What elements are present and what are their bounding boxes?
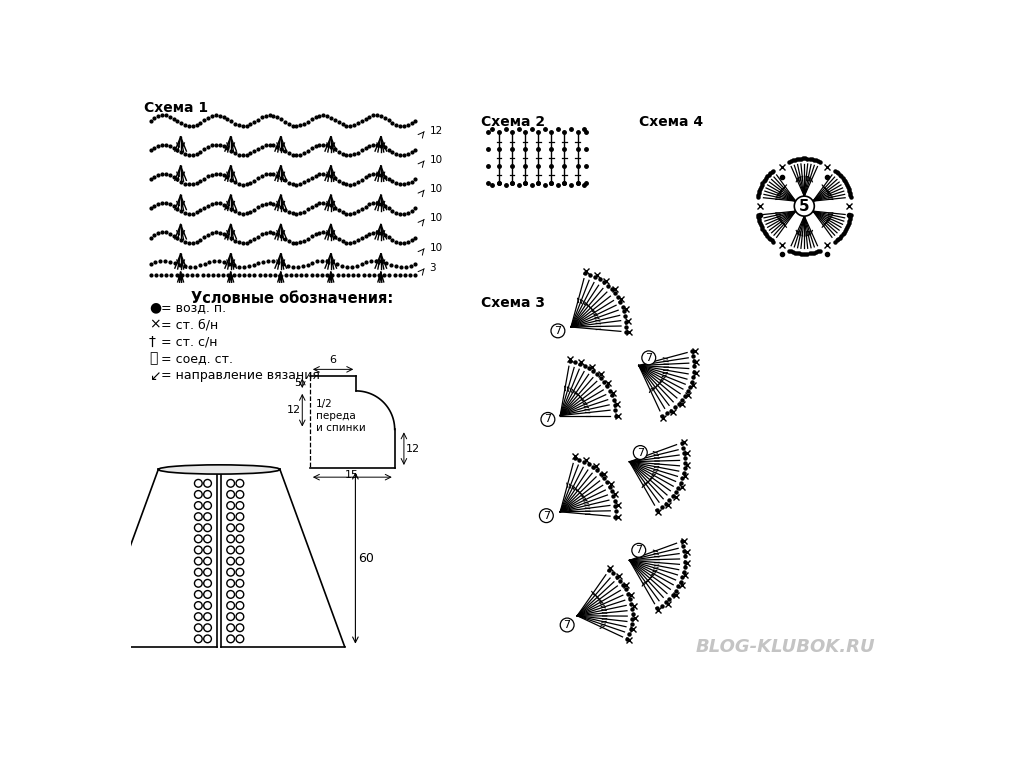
Circle shape bbox=[632, 544, 646, 558]
Text: 7: 7 bbox=[635, 545, 642, 555]
Circle shape bbox=[560, 618, 574, 632]
Text: = ст. б/н: = ст. б/н bbox=[162, 318, 218, 331]
Text: 7: 7 bbox=[545, 415, 552, 425]
Text: 10: 10 bbox=[429, 184, 442, 194]
Text: Схема 4: Схема 4 bbox=[639, 115, 702, 129]
Text: 12: 12 bbox=[429, 126, 442, 136]
Text: 7: 7 bbox=[554, 326, 561, 336]
Text: 6: 6 bbox=[330, 355, 337, 365]
Ellipse shape bbox=[159, 465, 280, 474]
Text: 12: 12 bbox=[407, 444, 420, 454]
Text: 5: 5 bbox=[294, 378, 301, 388]
Text: 1/2
переда
и спинки: 1/2 переда и спинки bbox=[316, 399, 366, 433]
Circle shape bbox=[540, 508, 553, 522]
Circle shape bbox=[541, 412, 555, 426]
Text: 7: 7 bbox=[563, 620, 570, 630]
Text: 60: 60 bbox=[358, 551, 375, 564]
Text: = направление вязания: = направление вязания bbox=[162, 369, 321, 382]
Text: 7: 7 bbox=[645, 353, 652, 362]
Text: ●: ● bbox=[150, 301, 161, 315]
Circle shape bbox=[551, 324, 565, 338]
Text: 7: 7 bbox=[543, 511, 550, 521]
Text: 5: 5 bbox=[799, 199, 810, 214]
Circle shape bbox=[795, 196, 814, 216]
Text: = возд. п.: = возд. п. bbox=[162, 301, 226, 314]
Text: ×: × bbox=[150, 318, 161, 332]
Text: Условные обозначения:: Условные обозначения: bbox=[190, 291, 393, 306]
Text: Схема 2: Схема 2 bbox=[481, 115, 545, 129]
Text: 15: 15 bbox=[345, 470, 359, 480]
Circle shape bbox=[634, 445, 647, 459]
Text: 7: 7 bbox=[637, 448, 644, 458]
Text: 10: 10 bbox=[429, 214, 442, 223]
Text: Схема 3: Схема 3 bbox=[481, 296, 545, 310]
Text: †: † bbox=[150, 335, 156, 349]
Text: 3: 3 bbox=[429, 263, 436, 273]
Text: Схема 1: Схема 1 bbox=[144, 101, 209, 115]
Text: = соед. ст.: = соед. ст. bbox=[162, 352, 233, 365]
Text: ⌒: ⌒ bbox=[150, 352, 158, 366]
Circle shape bbox=[642, 351, 655, 365]
Text: 10: 10 bbox=[429, 243, 442, 253]
Text: 10: 10 bbox=[429, 155, 442, 165]
Text: 12: 12 bbox=[287, 406, 301, 415]
Text: ↙: ↙ bbox=[150, 369, 161, 382]
Text: BLOG-KLUBOK.RU: BLOG-KLUBOK.RU bbox=[695, 637, 874, 656]
Text: = ст. с/н: = ст. с/н bbox=[162, 335, 218, 348]
